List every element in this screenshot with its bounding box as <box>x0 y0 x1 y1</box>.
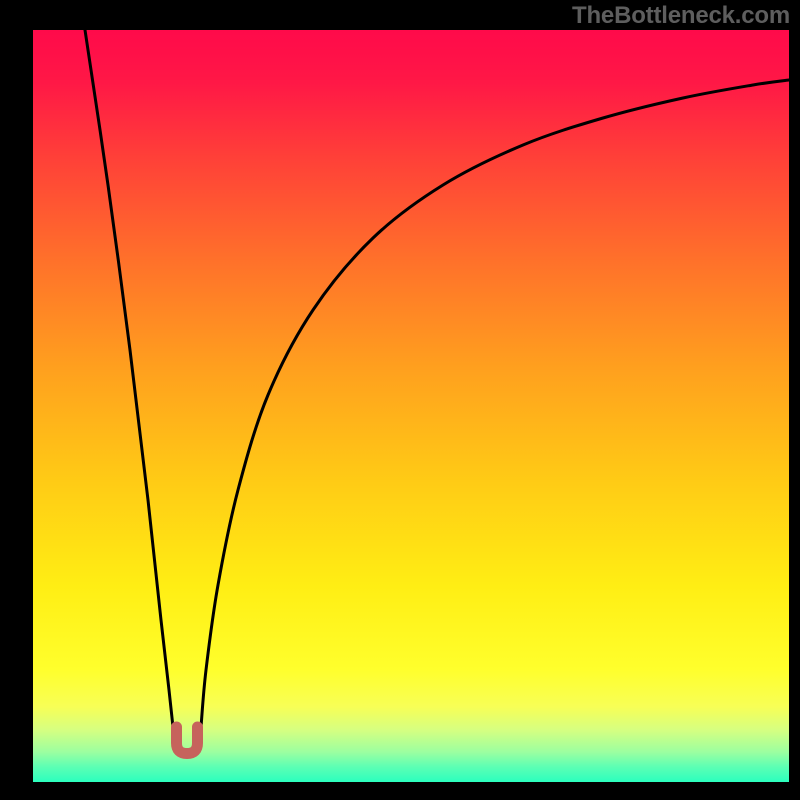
curve-left-branch <box>85 30 173 727</box>
valley-u-marker <box>177 727 198 754</box>
bottleneck-curve <box>33 30 789 782</box>
watermark-source-label: TheBottleneck.com <box>572 2 790 30</box>
chart-frame: TheBottleneck.com <box>0 0 800 800</box>
plot-area <box>33 30 789 782</box>
curve-right-branch <box>201 80 789 727</box>
